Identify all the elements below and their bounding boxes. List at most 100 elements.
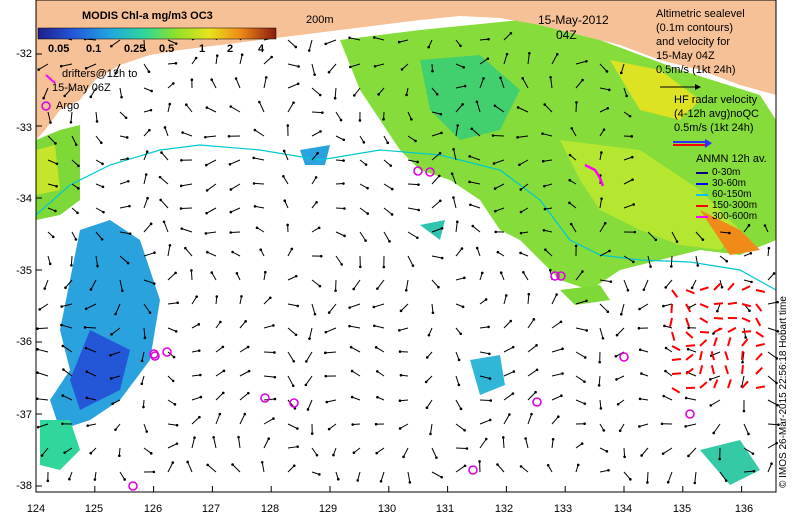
velocity-arrow-head <box>294 46 297 49</box>
velocity-arrow-head <box>163 220 166 223</box>
velocity-arrow-head <box>206 106 209 109</box>
velocity-arrow-head <box>549 269 552 272</box>
velocity-arrow-head <box>380 480 383 483</box>
velocity-arrow <box>254 183 264 184</box>
velocity-arrow-head <box>311 432 314 435</box>
velocity-arrow-head <box>522 271 525 274</box>
velocity-arrow <box>191 270 192 280</box>
velocity-arrow-head <box>570 223 573 226</box>
velocity-arrow-head <box>297 65 300 68</box>
velocity-arrow-head <box>353 94 356 97</box>
velocity-arrow-head <box>356 479 359 482</box>
velocity-arrow-head <box>180 227 183 230</box>
velocity-arrow-head <box>308 49 311 52</box>
velocity-arrow-head <box>176 442 179 445</box>
velocity-arrow-head <box>499 76 502 79</box>
velocity-arrow-head <box>353 451 356 454</box>
velocity-arrow-head <box>670 265 673 268</box>
velocity-arrow-head <box>286 224 289 227</box>
velocity-arrow-head <box>216 295 219 298</box>
y-tick-label: -36 <box>6 336 32 348</box>
velocity-arrow-head <box>606 107 609 110</box>
velocity-arrow-head <box>664 286 667 289</box>
velocity-arrow-head <box>305 360 308 363</box>
velocity-arrow-head <box>61 423 64 426</box>
velocity-arrow-head <box>702 238 705 241</box>
velocity-arrow-head <box>533 318 536 321</box>
velocity-arrow-head <box>512 346 515 349</box>
velocity-arrow-head <box>241 53 244 56</box>
velocity-arrow-head <box>55 185 58 188</box>
velocity-arrow-head <box>205 212 208 215</box>
velocity-arrow-head <box>400 374 403 377</box>
velocity-arrow-head <box>568 179 571 182</box>
velocity-arrow-head <box>654 238 657 241</box>
velocity-arrow-head <box>728 232 731 235</box>
velocity-arrow-head <box>377 93 380 96</box>
velocity-arrow-head <box>176 424 179 427</box>
velocity-arrow-head <box>470 127 473 130</box>
velocity-arrow-head <box>75 143 78 146</box>
velocity-arrow-head <box>295 333 298 336</box>
velocity-arrow-head <box>77 165 80 168</box>
velocity-arrow <box>647 472 648 482</box>
velocity-arrow-head <box>462 305 465 308</box>
velocity-arrow-head <box>205 232 208 235</box>
velocity-arrow-head <box>351 423 354 426</box>
velocity-arrow-head <box>320 255 323 258</box>
velocity-arrow-head <box>296 427 299 430</box>
velocity-arrow-head <box>676 240 679 243</box>
velocity-arrow-head <box>200 396 203 399</box>
velocity-arrow-head <box>461 103 464 106</box>
velocity-arrow-head <box>219 321 222 324</box>
velocity-arrow-head <box>661 422 664 425</box>
velocity-arrow-head <box>638 308 641 311</box>
velocity-arrow-head <box>602 429 605 432</box>
velocity-arrow-head <box>608 250 611 253</box>
velocity-arrow-head <box>324 352 327 355</box>
velocity-arrow-head <box>169 244 172 247</box>
velocity-arrow-head <box>405 289 408 292</box>
velocity-arrow-head <box>348 325 351 328</box>
velocity-arrow-head <box>49 121 52 124</box>
velocity-arrow-head <box>197 323 200 326</box>
velocity-arrow-head <box>376 370 379 373</box>
velocity-arrow-head <box>292 360 295 363</box>
drifters-legend-line: 15-May 06Z <box>52 82 111 95</box>
velocity-arrow-head <box>101 162 104 165</box>
velocity-arrow-head <box>606 70 609 73</box>
velocity-arrow-head <box>96 265 99 268</box>
velocity-arrow-head <box>604 222 607 225</box>
velocity-arrow-head <box>125 116 128 119</box>
velocity-arrow-head <box>748 224 751 227</box>
velocity-arrow-head <box>386 142 389 145</box>
velocity-arrow-head <box>366 187 369 190</box>
velocity-arrow-head <box>405 94 408 97</box>
velocity-arrow-head <box>36 327 39 330</box>
velocity-arrow-head <box>90 288 93 291</box>
velocity-arrow-head <box>146 150 149 153</box>
velocity-arrow <box>71 256 72 265</box>
velocity-arrow-head <box>206 189 209 192</box>
velocity-arrow-head <box>120 96 123 99</box>
velocity-arrow-head <box>543 103 546 106</box>
velocity-arrow-head <box>328 71 331 74</box>
velocity-arrow-head <box>307 408 310 411</box>
velocity-arrow-head <box>640 372 643 375</box>
velocity-arrow-head <box>231 251 234 254</box>
velocity-arrow-head <box>487 38 490 41</box>
y-tick-label: -33 <box>6 122 32 134</box>
velocity-arrow-head <box>633 231 636 234</box>
velocity-arrow-head <box>643 288 646 291</box>
velocity-arrow-head <box>60 324 63 327</box>
velocity-arrow-head <box>464 85 467 88</box>
velocity-arrow-head <box>575 245 578 248</box>
velocity-arrow-head <box>319 94 322 97</box>
velocity-arrow-head <box>261 461 264 464</box>
velocity-arrow-head <box>269 296 272 299</box>
y-tick-label: -37 <box>6 409 32 421</box>
velocity-arrow-head <box>389 164 392 167</box>
velocity-arrow-head <box>561 348 564 351</box>
velocity-arrow-head <box>365 163 368 166</box>
